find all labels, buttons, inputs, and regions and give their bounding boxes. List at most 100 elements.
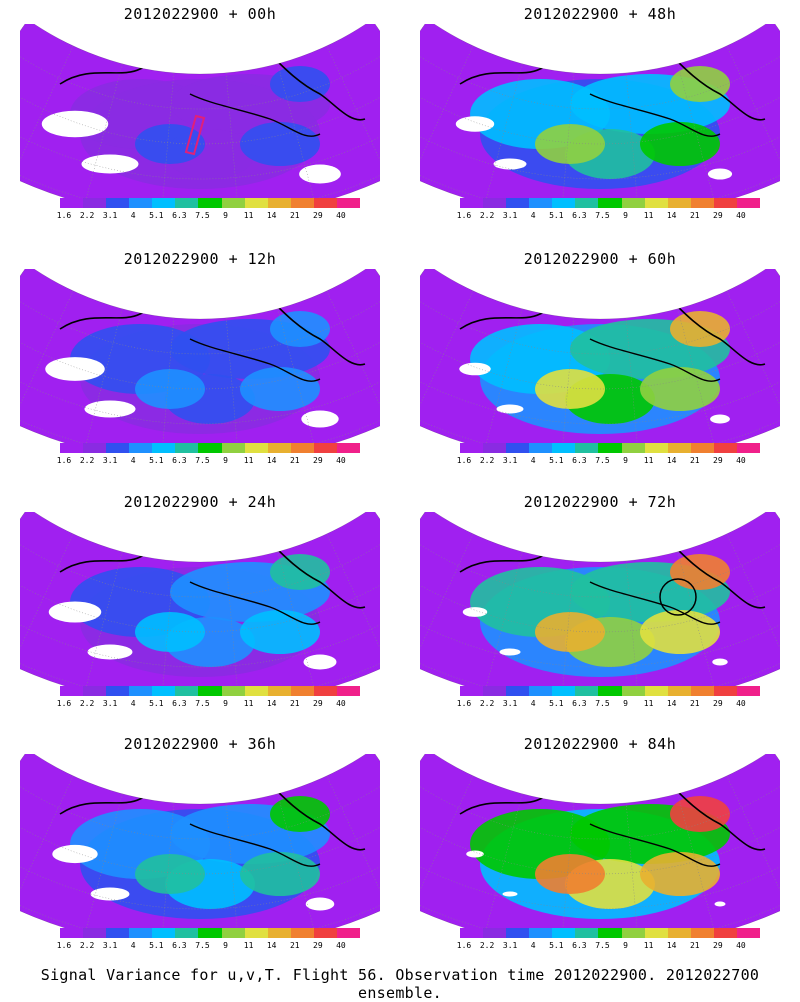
colorbar-tick-label: 29 xyxy=(313,456,323,465)
colorbar-tick-label: 4 xyxy=(530,211,536,220)
colorbar-swatch xyxy=(736,198,761,208)
colorbar-swatch xyxy=(244,443,268,453)
variance-map xyxy=(20,512,380,687)
map-panel: 2012022900 + 24h 1.6 2.2 3.1 4 5.1 6.3 7.5 9 11 14… xyxy=(20,488,380,728)
colorbar-tick-label: 21 xyxy=(689,699,700,708)
variance-map xyxy=(420,512,780,687)
no-data-region xyxy=(714,901,726,907)
colorbar-tick-label: 14 xyxy=(266,211,277,220)
coastline xyxy=(189,581,321,625)
variance-contour xyxy=(270,554,330,590)
no-data-region xyxy=(84,400,136,418)
no-data-region xyxy=(52,844,98,864)
figure-caption: Signal Variance for u,v,T. Flight 56. Ob… xyxy=(40,966,760,1002)
colorbar-swatch xyxy=(83,443,107,453)
colorbar-tick-label: 11 xyxy=(243,211,254,220)
colorbar-tick-label: 14 xyxy=(266,456,277,465)
colorbar-swatch xyxy=(506,928,530,938)
colorbar-tick-label: 1.6 xyxy=(456,941,472,950)
colorbar-tick-label: 9 xyxy=(623,941,628,950)
variance-contour xyxy=(640,367,720,411)
colorbar-tick-label: 29 xyxy=(713,941,723,950)
colorbar-swatch xyxy=(506,198,530,208)
colorbar-swatch xyxy=(575,443,599,453)
colorbar-swatch xyxy=(621,198,645,208)
variance-contour xyxy=(670,554,730,590)
colorbar-swatch xyxy=(221,928,245,938)
colorbar-tick-label: 2.2 xyxy=(79,211,95,220)
colorbar-tick-label: 4 xyxy=(530,699,536,708)
colorbar-swatch xyxy=(129,928,153,938)
colorbar-swatch xyxy=(529,686,553,696)
colorbar-swatch xyxy=(106,198,130,208)
colorbar-swatch xyxy=(60,443,84,453)
colorbar-swatch xyxy=(644,928,668,938)
colorbar-swatch xyxy=(460,928,484,938)
panel-title: 2012022900 + 60h xyxy=(523,250,677,268)
colorbar-tick-label: 2.2 xyxy=(479,456,495,465)
colorbar-swatch xyxy=(267,928,291,938)
no-data-region xyxy=(466,850,484,858)
no-data-region xyxy=(502,891,518,897)
colorbar-swatch xyxy=(290,928,314,938)
variance-contour xyxy=(240,610,320,654)
colorbar-swatch xyxy=(336,198,361,208)
colorbar-tick-label: 7.5 xyxy=(195,456,210,465)
variance-contour xyxy=(240,122,320,166)
colorbar-tick-label: 3.1 xyxy=(502,699,518,708)
colorbar-swatch xyxy=(529,928,553,938)
no-data-region xyxy=(707,168,733,180)
variance-map xyxy=(20,24,380,199)
colorbar-tick-label: 2.2 xyxy=(479,699,495,708)
colorbar-swatch xyxy=(621,928,645,938)
no-data-region xyxy=(81,154,139,174)
colorbar-tick-label: 7.5 xyxy=(595,941,610,950)
colorbar-swatch xyxy=(483,443,507,453)
colorbar-swatch xyxy=(460,443,484,453)
colorbar-swatch xyxy=(598,928,622,938)
variance-contour xyxy=(640,122,720,166)
colorbar-tick-label: 5.1 xyxy=(149,941,164,950)
colorbar-tick-label: 4 xyxy=(130,211,136,220)
variance-contour xyxy=(135,854,205,894)
colorbar-swatch xyxy=(713,198,737,208)
colorbar-swatch xyxy=(83,198,107,208)
colorbar-tick-label: 7.5 xyxy=(595,456,610,465)
colorbar-swatch xyxy=(460,198,484,208)
no-data-region xyxy=(301,410,339,428)
colorbar-swatch xyxy=(529,443,553,453)
colorbar-tick-label: 5.1 xyxy=(149,211,164,220)
colorbar-swatch xyxy=(690,928,714,938)
variance-map xyxy=(420,24,780,199)
colorbar-tick-label: 40 xyxy=(736,211,746,220)
colorbar-tick-label: 11 xyxy=(643,699,654,708)
colorbar-swatch xyxy=(106,686,130,696)
no-data-region xyxy=(496,404,524,414)
variance-contour xyxy=(670,311,730,347)
colorbar-swatch xyxy=(129,443,153,453)
colorbar-swatch xyxy=(60,686,84,696)
colorbar-swatch xyxy=(106,443,130,453)
colorbar-tick-label: 21 xyxy=(289,699,300,708)
colorbar-tick-label: 6.3 xyxy=(572,211,587,220)
colorbar-swatch xyxy=(552,443,576,453)
colorbar-swatch xyxy=(575,686,599,696)
colorbar-tick-label: 40 xyxy=(336,699,346,708)
no-data-region xyxy=(90,887,130,901)
colorbar-swatch xyxy=(244,686,268,696)
colorbar: 1.6 2.2 3.1 4 5.1 6.3 7.5 9 11 14 21 29 40 xyxy=(456,198,761,230)
colorbar-swatch xyxy=(736,443,761,453)
colorbar-swatch xyxy=(529,198,553,208)
colorbar-tick-label: 3.1 xyxy=(102,699,118,708)
colorbar-swatch xyxy=(313,928,337,938)
colorbar-tick-label: 6.3 xyxy=(172,211,187,220)
colorbar-swatch xyxy=(198,198,222,208)
colorbar-tick-label: 1.6 xyxy=(56,456,72,465)
colorbar-swatch xyxy=(152,443,176,453)
colorbar-tick-label: 3.1 xyxy=(102,456,118,465)
colorbar-tick-label: 1.6 xyxy=(456,211,472,220)
colorbar-tick-label: 29 xyxy=(713,699,723,708)
colorbar-tick-label: 11 xyxy=(643,941,654,950)
colorbar-tick-label: 40 xyxy=(336,941,346,950)
colorbar-tick-label: 9 xyxy=(223,456,228,465)
